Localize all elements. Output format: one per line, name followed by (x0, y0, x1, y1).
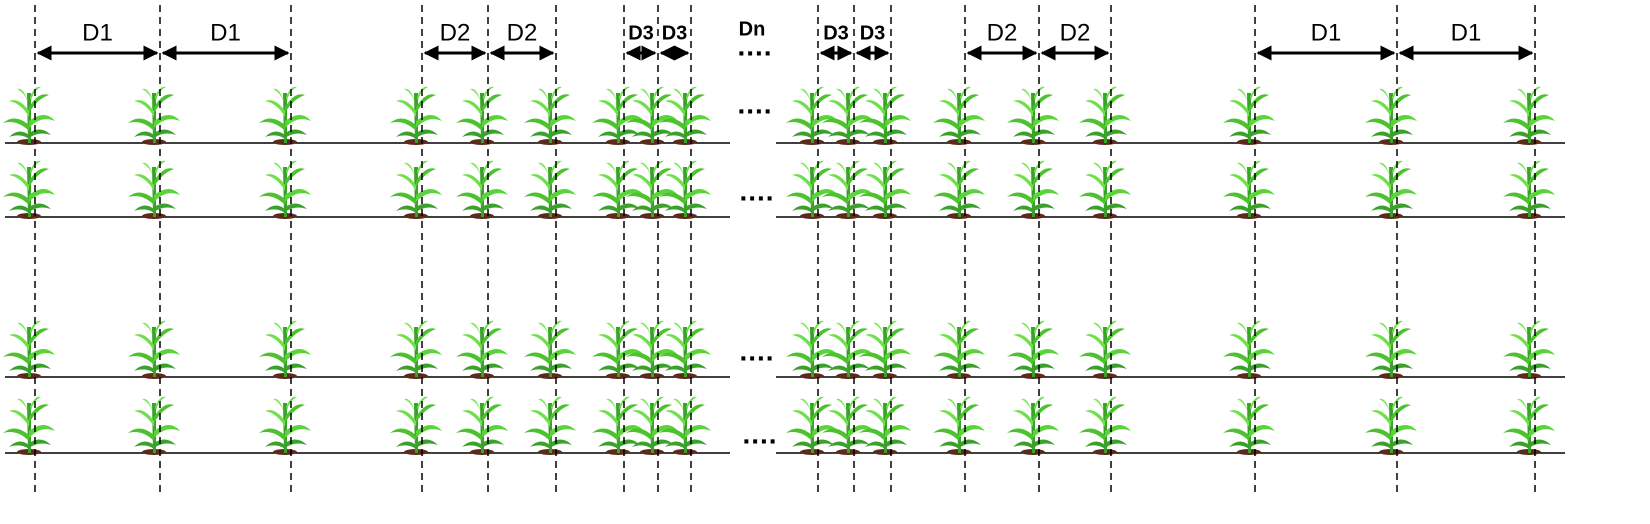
plant (1503, 320, 1555, 379)
plant (524, 396, 576, 455)
plant (3, 396, 55, 455)
plant (390, 160, 442, 219)
spacing-label: D1 (1311, 19, 1342, 46)
plant (3, 86, 55, 145)
plant (390, 396, 442, 455)
plant (259, 320, 311, 379)
plant (390, 86, 442, 145)
plant (456, 320, 508, 379)
plant (1007, 160, 1059, 219)
plant (1503, 396, 1555, 455)
plant (592, 160, 644, 219)
spacing-label: D2 (987, 19, 1018, 46)
spacing-label: D1 (82, 19, 113, 46)
ellipsis: .... (737, 30, 772, 61)
plant (456, 86, 508, 145)
plant (592, 396, 644, 455)
dn-label: Dn (739, 18, 766, 40)
ellipsis: .... (737, 88, 772, 119)
spacing-label: D3 (860, 22, 886, 44)
plant (524, 320, 576, 379)
spacing-label: D2 (1060, 19, 1091, 46)
ellipsis: .... (742, 418, 777, 449)
plant (128, 160, 180, 219)
plant (1223, 320, 1275, 379)
spacing-label: D3 (628, 22, 654, 44)
spacing-label: D1 (1451, 19, 1482, 46)
plant (259, 396, 311, 455)
plant (1503, 86, 1555, 145)
plant (1503, 160, 1555, 219)
labels: D1 D1 D2 D2 D3 D3 D3 D3 D2 D2 D1 D1 Dn..............… (82, 18, 1481, 449)
plant (524, 86, 576, 145)
plant (1223, 396, 1275, 455)
plant (128, 86, 180, 145)
plant (1079, 320, 1131, 379)
plant (259, 160, 311, 219)
plant (1365, 86, 1417, 145)
plant (1365, 160, 1417, 219)
plant (390, 320, 442, 379)
plant (128, 320, 180, 379)
plant (1223, 86, 1275, 145)
plant (524, 160, 576, 219)
spacing-label: D2 (440, 19, 471, 46)
plant (933, 396, 985, 455)
plant (1079, 396, 1131, 455)
plant (933, 160, 985, 219)
plant (933, 320, 985, 379)
plant (1223, 160, 1275, 219)
plant (592, 320, 644, 379)
plant (933, 86, 985, 145)
spacing-label: D2 (507, 19, 538, 46)
plant (1079, 86, 1131, 145)
plant (1007, 320, 1059, 379)
spacing-label: D3 (662, 22, 688, 44)
plant (1079, 160, 1131, 219)
plant (128, 396, 180, 455)
plant (1365, 396, 1417, 455)
plant (259, 86, 311, 145)
plant (456, 396, 508, 455)
spacing-label: D3 (823, 22, 849, 44)
plant (1007, 396, 1059, 455)
plant (3, 320, 55, 379)
plant (3, 160, 55, 219)
plant (592, 86, 644, 145)
plant (1365, 320, 1417, 379)
spacing-label: D1 (210, 19, 241, 46)
plant (1007, 86, 1059, 145)
ellipsis: .... (739, 335, 774, 366)
layout (3, 5, 1565, 492)
ellipsis: .... (739, 175, 774, 206)
plant (456, 160, 508, 219)
